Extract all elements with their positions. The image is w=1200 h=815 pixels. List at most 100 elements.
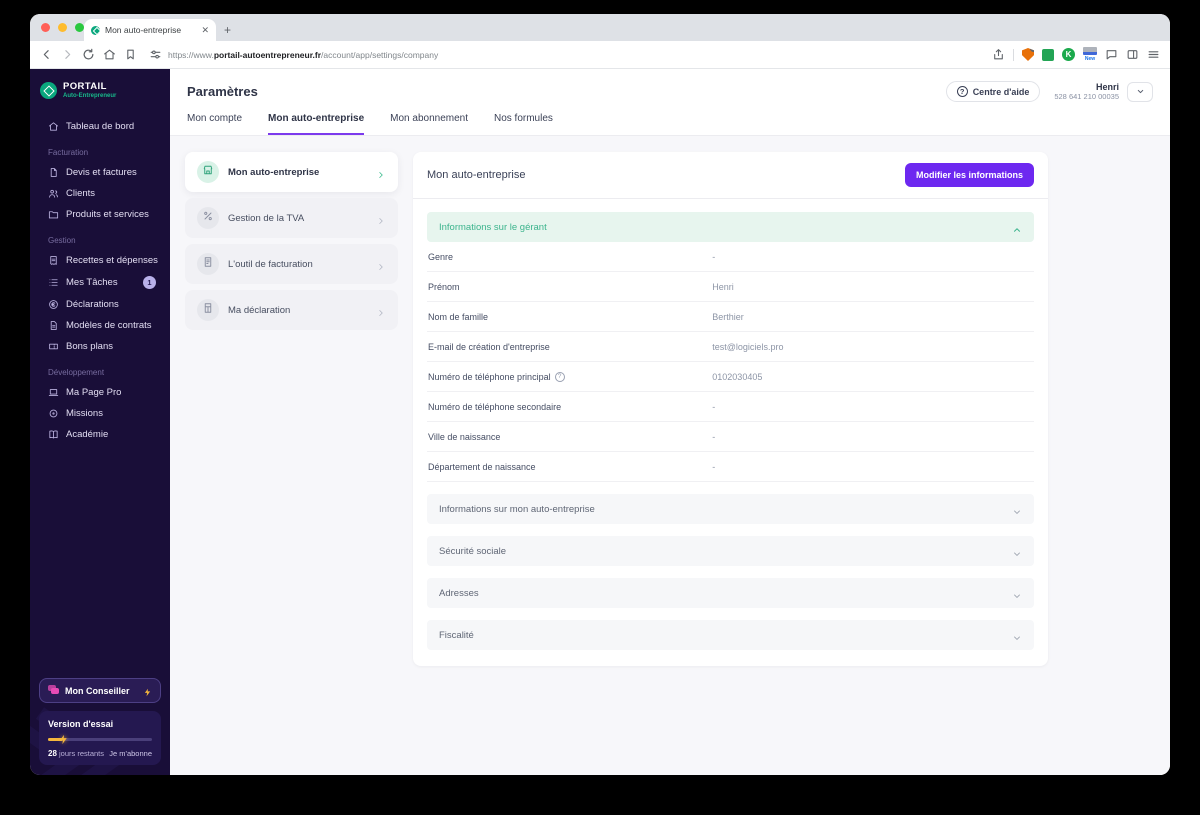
tab-mon-compte[interactable]: Mon compte	[187, 113, 243, 124]
sidebar-item-missions[interactable]: Missions	[30, 403, 170, 424]
chevron-down-icon	[1012, 546, 1022, 556]
accordion-fiscalit-[interactable]: Fiscalité	[427, 620, 1034, 650]
sidebar-item-clients[interactable]: Clients	[30, 183, 170, 204]
chat-extension-icon[interactable]	[1105, 48, 1118, 61]
new-tab-button[interactable]: +	[224, 23, 232, 37]
site-settings-icon[interactable]	[149, 48, 162, 61]
subscribe-link[interactable]: Je m'abonne	[109, 749, 152, 758]
sidebar-item-label: Devis et factures	[66, 166, 137, 178]
panel-glyph	[1083, 47, 1097, 55]
site-favicon-icon	[91, 25, 100, 35]
field-value: Henri	[712, 281, 734, 292]
share-icon[interactable]	[992, 48, 1005, 61]
sidebar-section-label: Développement	[48, 367, 105, 377]
sidebar-item-acad-mie[interactable]: Académie	[30, 424, 170, 445]
question-icon: ?	[956, 86, 968, 97]
field-row: Genre -	[427, 242, 1034, 272]
menu-icon[interactable]	[1147, 48, 1160, 61]
field-value: 0102030405	[712, 371, 763, 382]
accordion-gerant-title: Informations sur le gérant	[439, 221, 547, 233]
accordion-gerant-header[interactable]: Informations sur le gérant	[427, 212, 1034, 242]
bookmark-icon[interactable]	[124, 48, 137, 61]
field-label: Prénom	[428, 281, 460, 292]
collapsed-sections: Informations sur mon auto-entreprise Sécu…	[427, 494, 1034, 650]
tasks-icon	[48, 277, 59, 288]
side-panel-icon[interactable]	[1126, 48, 1139, 61]
minimize-window-button[interactable]	[58, 23, 67, 32]
settings-nav-label: Gestion de la TVA	[228, 212, 305, 224]
back-icon[interactable]	[40, 48, 53, 61]
mon-conseiller-button[interactable]: Mon Conseiller	[39, 678, 161, 703]
page-title: Paramètres	[187, 84, 258, 99]
edit-informations-button[interactable]: Modifier les informations	[904, 163, 1034, 187]
reload-icon[interactable]	[82, 48, 95, 61]
trial-bolt-icon	[58, 732, 69, 746]
laptop-icon	[48, 387, 59, 398]
trial-title: Version d'essai	[48, 719, 114, 729]
sidebar-item-label: Tableau de bord	[66, 120, 135, 132]
settings-nav-label: Mon auto-entreprise	[228, 166, 320, 178]
field-label: Ville de naissance	[428, 431, 501, 442]
sidebar-item-mod-les-de-contrats[interactable]: Modèles de contrats	[30, 315, 170, 336]
field-label: Département de naissance	[428, 461, 536, 472]
tab-mon-auto-entreprise[interactable]: Mon auto-entreprise	[268, 113, 365, 135]
divider	[1013, 48, 1014, 61]
field-label: Genre	[428, 251, 454, 262]
tasks-count-badge: 1	[143, 275, 156, 289]
sidebar-item-mes-t-ches[interactable]: Mes Tâches 1	[30, 271, 170, 294]
store-icon	[197, 161, 219, 183]
accordion-informations-sur-mon-auto-entreprise[interactable]: Informations sur mon auto-entreprise	[427, 494, 1034, 524]
k-extension-icon[interactable]: K	[1062, 48, 1075, 61]
panel-title: Mon auto-entreprise	[427, 169, 526, 181]
sidebar-item-devis-et-factures[interactable]: Devis et factures	[30, 162, 170, 183]
help-icon[interactable]: ?	[554, 371, 565, 382]
address-bar[interactable]: https://www.portail-autoentrepreneur.fr/…	[145, 48, 984, 61]
sidebar-item-produits-et-services[interactable]: Produits et services	[30, 204, 170, 225]
settings-nav-gestion-de-la-tva[interactable]: Gestion de la TVA	[185, 198, 398, 238]
settings-nav-l-outil-de-facturation[interactable]: L'outil de facturation	[185, 244, 398, 284]
sidebar-item-bons-plans[interactable]: Bons plans	[30, 336, 170, 357]
settings-nav-mon-auto-entreprise[interactable]: Mon auto-entreprise	[185, 152, 398, 192]
trial-days-label: jours restants	[59, 749, 105, 758]
close-window-button[interactable]	[41, 23, 50, 32]
target-icon	[48, 408, 59, 419]
zoom-window-button[interactable]	[75, 23, 84, 32]
green-extension-icon[interactable]	[1042, 48, 1054, 61]
home-icon[interactable]	[103, 48, 116, 61]
user-menu-button[interactable]	[1127, 81, 1153, 102]
settings-side-nav: Mon auto-entreprise Gestion de la TVA L'ou…	[185, 152, 398, 759]
app-logo[interactable]: PORTAIL Auto-Entrepreneur	[30, 69, 170, 110]
sidebar-item-label: Clients	[66, 187, 96, 199]
ticket-icon	[48, 341, 59, 352]
sidebar-item-recettes-et-d-penses[interactable]: Recettes et dépenses	[30, 250, 170, 271]
tab-title: Mon auto-entreprise	[105, 25, 182, 35]
chevron-right-icon	[376, 259, 386, 270]
tab-close-icon[interactable]: ✕	[201, 24, 209, 35]
field-row: Nom de famille Berthier	[427, 302, 1034, 332]
new-panel-extension-icon[interactable]: New	[1083, 47, 1097, 62]
settings-nav-ma-d-claration[interactable]: Ma déclaration	[185, 290, 398, 330]
sidebar-item-ma-page-pro[interactable]: Ma Page Pro	[30, 382, 170, 403]
sidebar-item-tableau-de-bord[interactable]: Tableau de bord	[30, 116, 170, 137]
chevron-right-icon	[376, 213, 386, 224]
user-block: Henri 528 641 210 00035	[1054, 82, 1119, 101]
company-panel: Mon auto-entreprise Modifier les informa…	[413, 152, 1048, 666]
trial-progress-fill	[48, 738, 63, 741]
conseiller-label: Mon Conseiller	[65, 685, 130, 696]
sidebar-section-label: Facturation	[48, 147, 89, 157]
sidebar-item-d-clarations[interactable]: Déclarations	[30, 294, 170, 315]
chevron-right-icon	[376, 167, 386, 178]
accordion-adresses[interactable]: Adresses	[427, 578, 1034, 608]
window-controls	[41, 23, 84, 32]
field-value: -	[712, 401, 716, 412]
forward-icon[interactable]	[61, 48, 74, 61]
store-glyph	[202, 163, 214, 181]
tab-mon-abonnement[interactable]: Mon abonnement	[390, 113, 468, 124]
browser-tab[interactable]: Mon auto-entreprise ✕	[84, 19, 216, 41]
help-center-button[interactable]: ? Centre d'aide	[945, 81, 1041, 102]
field-row: Ville de naissance -	[427, 422, 1034, 452]
trial-days-value: 28	[48, 749, 57, 758]
accordion-s-curit-sociale[interactable]: Sécurité sociale	[427, 536, 1034, 566]
privacy-shield-extension-icon[interactable]	[1022, 48, 1034, 61]
tab-nos-formules[interactable]: Nos formules	[494, 113, 553, 124]
